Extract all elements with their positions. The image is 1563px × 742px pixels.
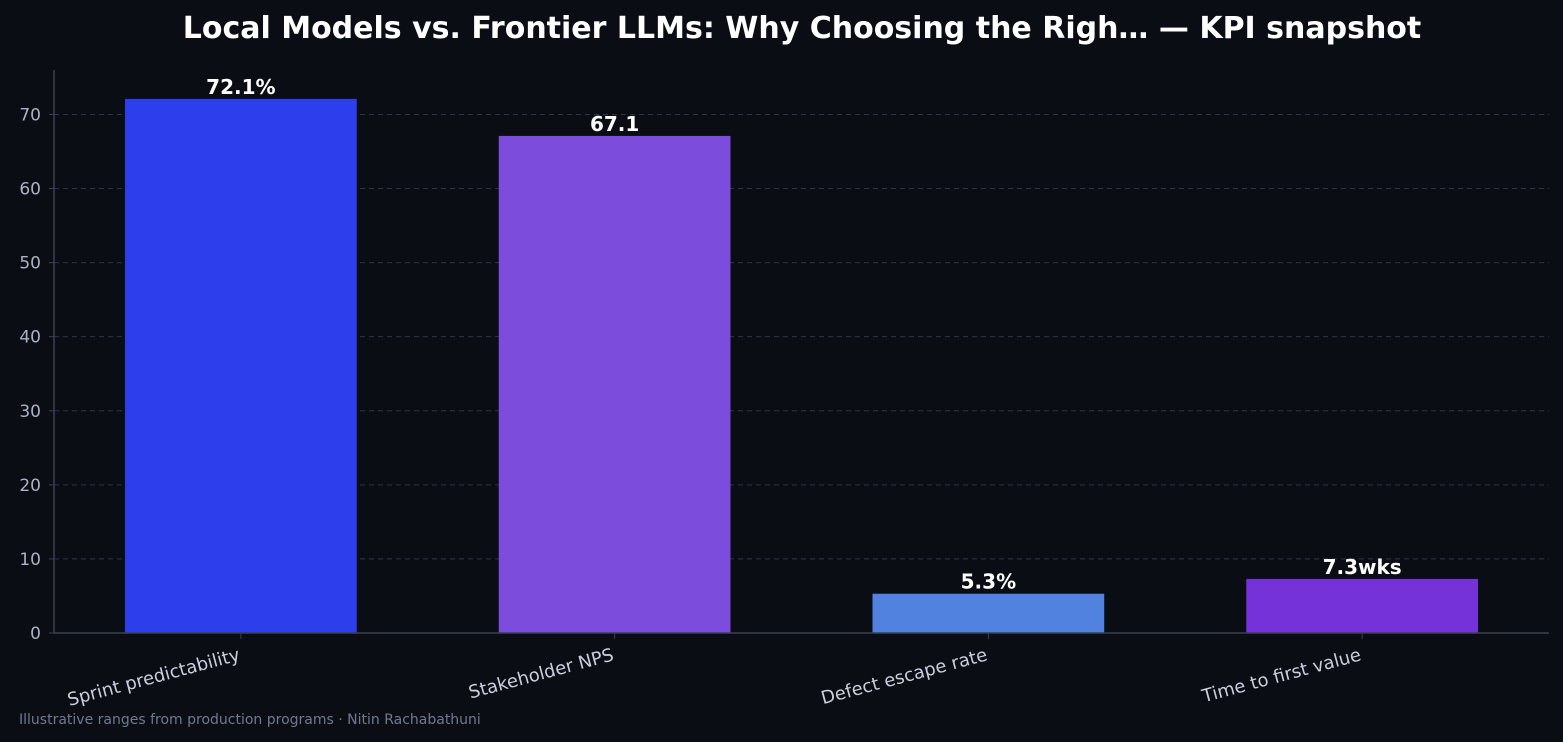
y-tick-label: 0 <box>30 624 41 644</box>
x-tick-label: Time to first value <box>1199 645 1363 708</box>
bar-value-label: 7.3wks <box>1323 555 1402 579</box>
bar <box>498 135 731 633</box>
x-tick-label: Stakeholder NPS <box>466 645 616 704</box>
y-tick-label: 20 <box>19 476 41 496</box>
y-tick-label: 40 <box>19 328 41 348</box>
bar <box>872 593 1105 633</box>
footer-note: Illustrative ranges from production prog… <box>19 712 481 728</box>
bars <box>125 98 1478 633</box>
y-tick-label: 10 <box>19 550 41 570</box>
y-tick-label: 70 <box>19 105 41 125</box>
y-tick-label: 50 <box>19 254 41 274</box>
bar-value-label: 67.1 <box>590 112 639 136</box>
grid-lines <box>54 113 1549 560</box>
x-tick-label: Defect escape rate <box>819 645 990 710</box>
chart-title: Local Models vs. Frontier LLMs: Why Choo… <box>183 11 1422 46</box>
bar <box>125 98 357 633</box>
bar-value-label: 5.3% <box>961 570 1016 594</box>
axes <box>49 70 1549 639</box>
bar-value-label: 72.1% <box>206 75 275 99</box>
x-tick-label: Sprint predictability <box>65 644 242 710</box>
y-tick-label: 60 <box>19 180 41 200</box>
y-tick-label: 30 <box>19 402 41 422</box>
bar <box>1246 578 1478 633</box>
